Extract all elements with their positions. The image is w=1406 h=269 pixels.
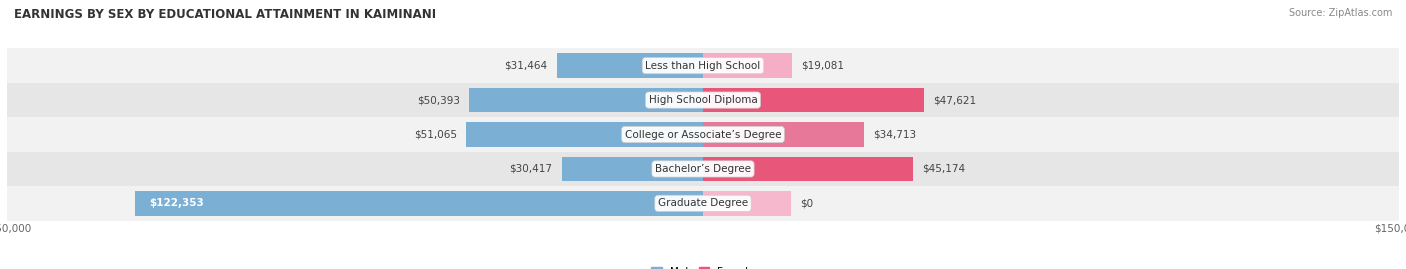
Text: $30,417: $30,417	[509, 164, 553, 174]
Bar	[7, 83, 1399, 117]
Bar	[703, 191, 792, 216]
Text: Less than High School: Less than High School	[645, 61, 761, 71]
Text: Source: ZipAtlas.com: Source: ZipAtlas.com	[1288, 8, 1392, 18]
Bar	[7, 186, 1399, 221]
Bar	[470, 88, 703, 112]
Bar	[7, 152, 1399, 186]
Text: $0: $0	[800, 198, 814, 208]
Text: $50,393: $50,393	[418, 95, 460, 105]
Bar	[7, 48, 1399, 83]
Text: Graduate Degree: Graduate Degree	[658, 198, 748, 208]
Bar	[703, 53, 792, 78]
Bar	[135, 191, 703, 216]
Text: $122,353: $122,353	[149, 198, 204, 208]
Bar	[703, 122, 865, 147]
Text: $51,065: $51,065	[413, 129, 457, 140]
Text: $47,621: $47,621	[934, 95, 976, 105]
Text: College or Associate’s Degree: College or Associate’s Degree	[624, 129, 782, 140]
Bar	[557, 53, 703, 78]
Bar	[465, 122, 703, 147]
Bar	[703, 88, 924, 112]
Text: $45,174: $45,174	[922, 164, 965, 174]
Text: $34,713: $34,713	[873, 129, 917, 140]
Text: EARNINGS BY SEX BY EDUCATIONAL ATTAINMENT IN KAIMINANI: EARNINGS BY SEX BY EDUCATIONAL ATTAINMEN…	[14, 8, 436, 21]
Bar	[562, 157, 703, 181]
Legend: Male, Female: Male, Female	[647, 263, 759, 269]
Text: Bachelor’s Degree: Bachelor’s Degree	[655, 164, 751, 174]
Bar	[703, 157, 912, 181]
Text: $31,464: $31,464	[505, 61, 548, 71]
Bar	[7, 117, 1399, 152]
Text: $19,081: $19,081	[801, 61, 844, 71]
Text: High School Diploma: High School Diploma	[648, 95, 758, 105]
